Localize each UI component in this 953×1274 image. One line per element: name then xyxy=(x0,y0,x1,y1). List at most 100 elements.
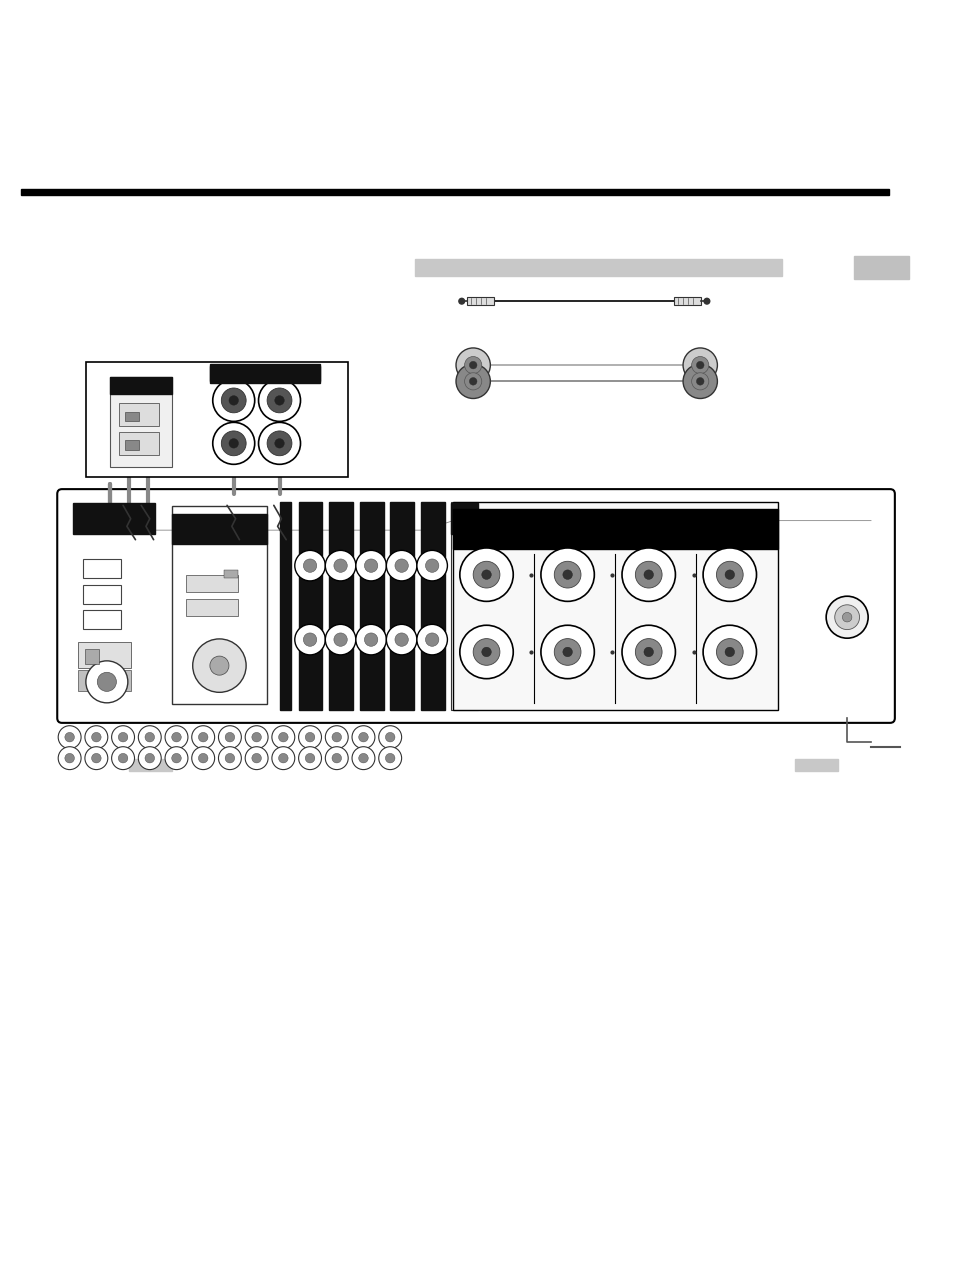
Bar xyxy=(83,585,121,604)
Circle shape xyxy=(221,389,246,413)
Bar xyxy=(210,364,319,381)
Bar xyxy=(78,642,131,669)
Bar xyxy=(224,571,238,578)
Circle shape xyxy=(86,661,128,703)
Bar xyxy=(119,404,159,427)
Bar xyxy=(73,503,154,534)
Bar xyxy=(453,510,777,549)
Circle shape xyxy=(481,647,491,656)
Circle shape xyxy=(724,569,734,580)
Bar xyxy=(359,502,383,711)
Circle shape xyxy=(138,726,161,749)
Circle shape xyxy=(252,753,261,763)
FancyBboxPatch shape xyxy=(57,489,894,722)
Circle shape xyxy=(65,753,74,763)
Bar xyxy=(110,377,172,468)
Circle shape xyxy=(703,298,709,304)
Circle shape xyxy=(325,747,348,769)
Bar xyxy=(186,575,238,592)
Circle shape xyxy=(554,562,580,589)
Circle shape xyxy=(303,559,316,572)
Circle shape xyxy=(278,753,288,763)
Circle shape xyxy=(118,753,128,763)
Bar xyxy=(467,297,494,304)
Circle shape xyxy=(464,357,481,373)
Circle shape xyxy=(303,633,316,646)
Circle shape xyxy=(355,550,386,581)
Circle shape xyxy=(395,559,408,572)
Bar xyxy=(85,650,99,664)
Circle shape xyxy=(643,569,653,580)
Circle shape xyxy=(621,548,675,601)
Bar xyxy=(119,432,159,455)
Circle shape xyxy=(643,647,653,656)
Circle shape xyxy=(355,624,386,655)
Circle shape xyxy=(229,438,238,448)
Bar xyxy=(390,502,414,711)
Circle shape xyxy=(305,733,314,741)
Circle shape xyxy=(724,647,734,656)
Bar xyxy=(125,441,139,450)
Circle shape xyxy=(540,626,594,679)
Circle shape xyxy=(58,747,81,769)
Circle shape xyxy=(562,569,572,580)
Circle shape xyxy=(252,733,261,741)
Circle shape xyxy=(294,550,325,581)
Bar xyxy=(172,506,267,703)
Bar xyxy=(420,502,444,711)
Circle shape xyxy=(395,633,408,646)
Circle shape xyxy=(172,753,181,763)
Circle shape xyxy=(378,726,401,749)
Circle shape xyxy=(473,638,499,665)
Bar xyxy=(279,502,291,711)
Circle shape xyxy=(294,624,325,655)
Circle shape xyxy=(65,733,74,741)
Circle shape xyxy=(621,626,675,679)
Bar xyxy=(451,503,477,534)
Circle shape xyxy=(696,362,703,369)
Circle shape xyxy=(825,596,867,638)
Circle shape xyxy=(841,613,851,622)
Circle shape xyxy=(386,624,416,655)
Circle shape xyxy=(138,747,161,769)
Circle shape xyxy=(562,647,572,656)
Circle shape xyxy=(305,753,314,763)
Circle shape xyxy=(425,633,438,646)
Circle shape xyxy=(332,753,341,763)
Circle shape xyxy=(364,559,377,572)
Circle shape xyxy=(385,753,395,763)
Circle shape xyxy=(298,726,321,749)
Bar xyxy=(129,759,172,771)
Circle shape xyxy=(635,562,661,589)
Bar xyxy=(172,513,267,544)
Circle shape xyxy=(145,733,154,741)
Circle shape xyxy=(352,726,375,749)
Circle shape xyxy=(716,562,742,589)
Bar xyxy=(83,610,121,629)
Circle shape xyxy=(385,733,395,741)
Circle shape xyxy=(218,747,241,769)
Circle shape xyxy=(272,726,294,749)
Circle shape xyxy=(334,633,347,646)
Circle shape xyxy=(469,377,476,385)
Circle shape xyxy=(267,431,292,456)
Circle shape xyxy=(198,733,208,741)
Bar xyxy=(451,502,477,711)
Circle shape xyxy=(218,726,241,749)
Circle shape xyxy=(456,364,490,399)
Circle shape xyxy=(458,298,464,304)
Circle shape xyxy=(245,747,268,769)
Circle shape xyxy=(58,726,81,749)
Circle shape xyxy=(91,733,101,741)
Circle shape xyxy=(245,726,268,749)
Circle shape xyxy=(464,373,481,390)
Circle shape xyxy=(97,673,116,692)
Circle shape xyxy=(702,626,756,679)
Circle shape xyxy=(91,753,101,763)
Circle shape xyxy=(112,726,134,749)
Bar xyxy=(298,502,322,711)
Circle shape xyxy=(425,559,438,572)
Bar xyxy=(453,502,777,711)
Circle shape xyxy=(165,726,188,749)
Circle shape xyxy=(332,733,341,741)
